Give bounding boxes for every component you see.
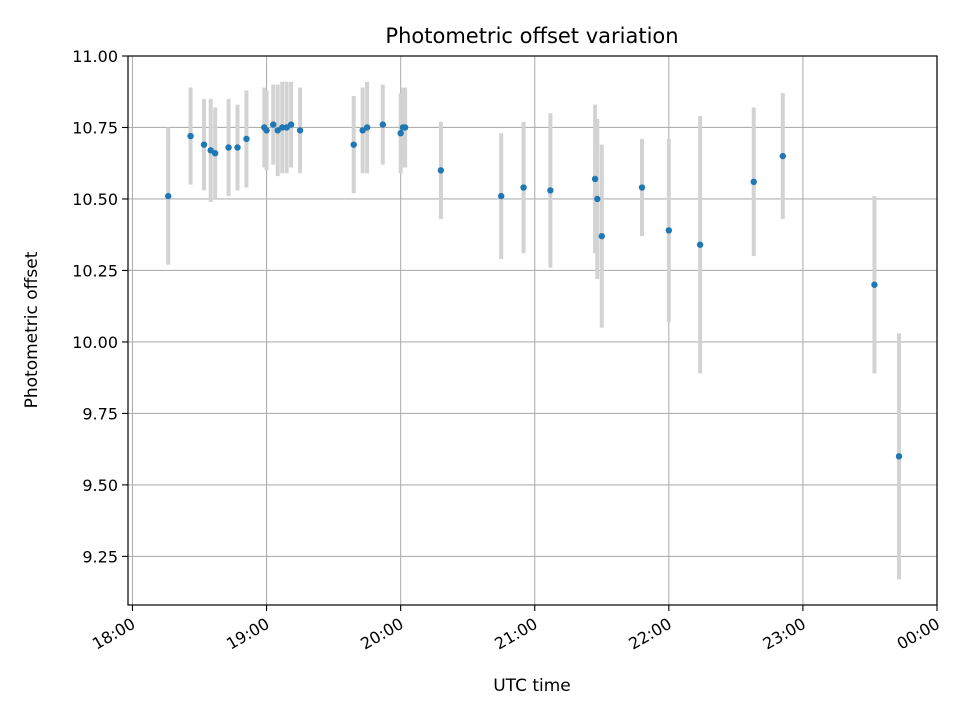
data-point <box>547 187 554 194</box>
data-point <box>350 141 357 148</box>
data-point <box>187 132 194 140</box>
y-tick-label: 11.00 <box>72 47 118 66</box>
data-point <box>520 184 527 191</box>
data-point <box>696 241 704 248</box>
x-axis-label: UTC time <box>493 676 571 696</box>
grid <box>128 55 938 605</box>
data-point <box>200 141 208 148</box>
data-point <box>379 121 386 128</box>
data-point <box>211 150 219 157</box>
chart-title: Photometric offset variation <box>385 24 678 48</box>
data-point <box>243 135 250 143</box>
data-point <box>895 453 903 460</box>
data-point <box>437 167 445 174</box>
data-point <box>598 232 605 240</box>
data-point <box>750 178 757 186</box>
data-point <box>638 184 646 191</box>
data-point <box>270 121 277 128</box>
data-point <box>594 195 601 203</box>
data-point <box>871 281 878 288</box>
y-tick-label: 10.00 <box>72 333 118 352</box>
y-tick-label: 10.50 <box>72 190 118 209</box>
plot-frame <box>127 55 938 606</box>
data-point <box>401 124 409 131</box>
data-point <box>363 124 371 131</box>
data-point <box>279 124 286 131</box>
y-axis-label: Photometric offset <box>22 251 42 408</box>
data-point <box>397 130 404 137</box>
data-point <box>263 127 270 134</box>
data-point <box>498 192 505 200</box>
data-point <box>225 144 232 151</box>
y-tick-label: 9.75 <box>82 404 118 423</box>
data-point <box>165 192 172 200</box>
y-tick-label: 10.75 <box>72 118 118 137</box>
data-point <box>779 152 786 160</box>
data-point <box>296 127 304 134</box>
y-tick-label: 10.25 <box>72 261 118 280</box>
y-tick-label: 9.25 <box>82 547 118 566</box>
data-point <box>665 227 673 234</box>
data-point <box>234 144 241 151</box>
data-points <box>165 121 903 460</box>
y-tick-label: 9.50 <box>82 476 118 495</box>
data-point <box>591 175 599 183</box>
data-point <box>287 121 295 128</box>
